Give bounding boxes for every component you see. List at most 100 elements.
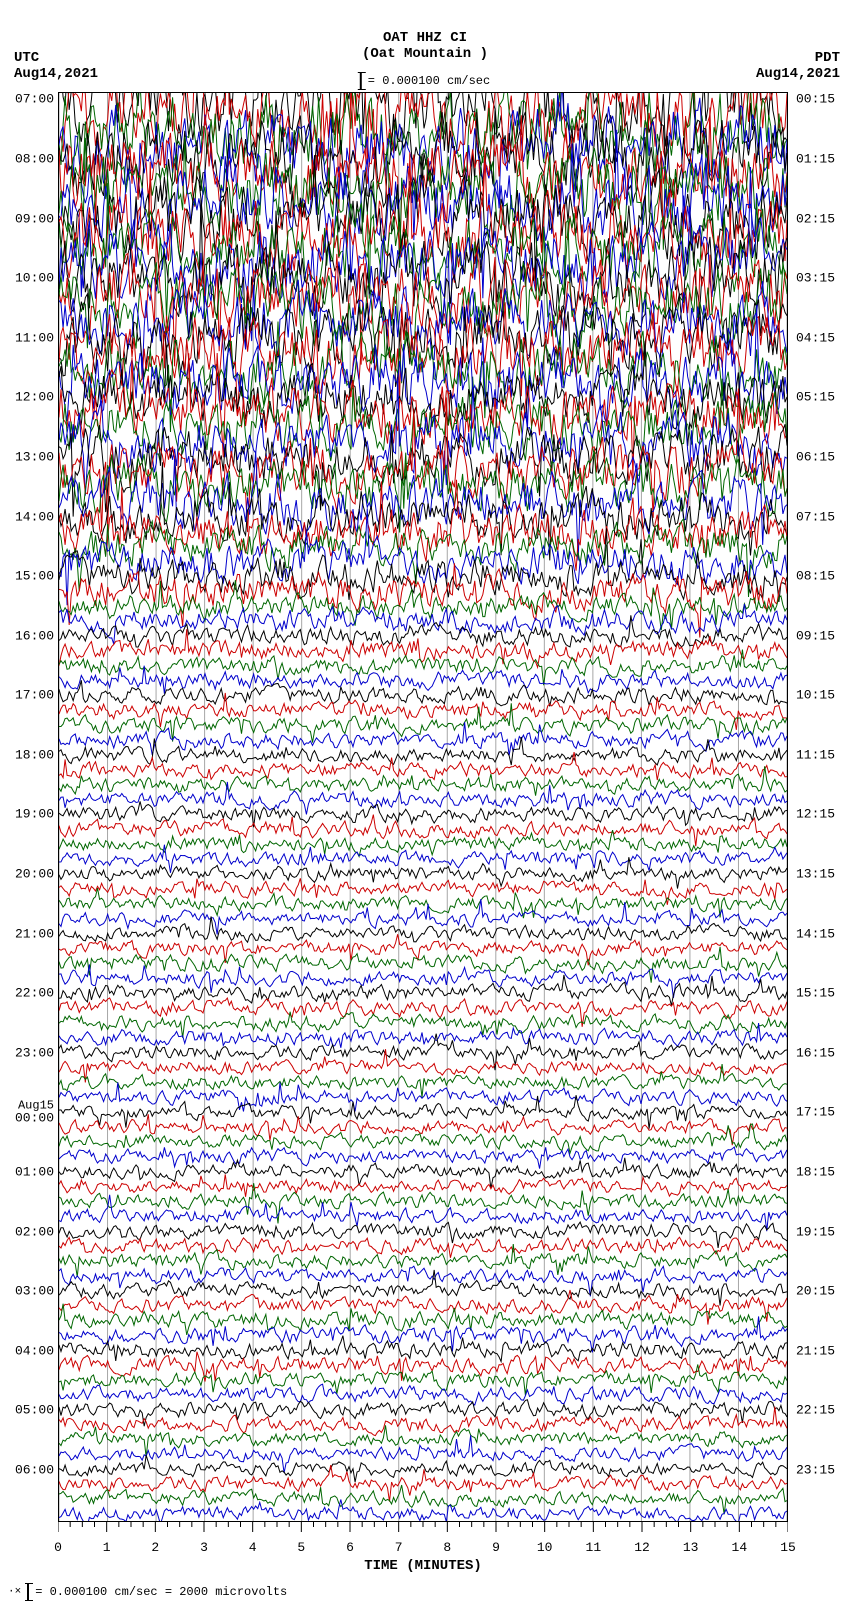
ytick-left: Aug1500:00 [0,1100,56,1125]
seismic-trace [59,782,787,814]
ytick-right: 23:15 [794,1463,850,1476]
seismic-trace [59,379,787,509]
xtick: 4 [249,1540,257,1555]
ytick-right: 02:15 [794,212,850,225]
xtick: 5 [297,1540,305,1555]
ytick-right: 18:15 [794,1165,850,1178]
ytick-right: 10:15 [794,689,850,702]
seismic-trace [59,1336,787,1362]
seismic-trace [59,801,787,827]
ytick-left: 02:00 [0,1225,56,1238]
seismic-trace [59,1158,787,1189]
ytick-right: 21:15 [794,1344,850,1357]
ytick-left: 12:00 [0,391,56,404]
ytick-right: 01:15 [794,153,850,166]
ytick-left: 21:00 [0,927,56,940]
xtick: 15 [780,1540,796,1555]
seismic-trace [59,737,787,765]
ytick-right: 14:15 [794,927,850,940]
ytick-left: 03:00 [0,1285,56,1298]
ytick-left: 01:00 [0,1165,56,1178]
ytick-left: 10:00 [0,272,56,285]
ytick-left: 08:00 [0,153,56,166]
ytick-right: 17:15 [794,1106,850,1119]
footer-scale-bar-icon [27,1583,29,1601]
ytick-right: 07:15 [794,510,850,523]
scale-bar-icon [360,72,362,90]
xtick: 12 [634,1540,650,1555]
ytick-left: 15:00 [0,570,56,583]
xtick: 6 [346,1540,354,1555]
seismic-trace [59,916,787,942]
right-tz: PDT [756,50,840,66]
ytick-right: 15:15 [794,987,850,1000]
seismic-trace [59,1425,787,1457]
ytick-left: 13:00 [0,450,56,463]
ytick-right: 00:15 [794,93,850,106]
ytick-left: 14:00 [0,510,56,523]
ytick-right: 16:15 [794,1046,850,1059]
ytick-left: 07:00 [0,93,56,106]
xtick: 10 [537,1540,553,1555]
ytick-right: 19:15 [794,1225,850,1238]
ytick-right: 20:15 [794,1285,850,1298]
seismic-trace [59,1400,787,1426]
station-name: (Oat Mountain ) [0,46,850,62]
seismic-trace [59,1407,787,1436]
seismic-trace [59,975,787,1006]
seismic-trace [59,1147,787,1169]
right-axis: 00:15 01:15 02:15 03:15 04:15 05:15 06:15 07:15… [794,92,850,1522]
ytick-left: 16:00 [0,629,56,642]
ytick-right: 13:15 [794,868,850,881]
footer-text: = 0.000100 cm/sec = 2000 microvolts [35,1585,287,1599]
seismic-trace [59,1237,787,1258]
seismic-trace [59,629,787,667]
seismic-trace [59,1364,787,1395]
ytick-left: 20:00 [0,868,56,881]
ytick-right: 03:15 [794,272,850,285]
x-axis: TIME (MINUTES) 0123456789101112131415 [58,1522,788,1582]
ytick-left: 04:00 [0,1344,56,1357]
helicorder-plot [58,92,788,1522]
seismic-trace [59,1270,787,1306]
ytick-left: 05:00 [0,1404,56,1417]
left-tz: UTC [14,50,98,66]
left-axis: 07:00 08:00 09:00 10:00 11:00 12:00 13:00 14:00… [0,92,56,1522]
ytick-right: 11:15 [794,748,850,761]
xtick: 14 [732,1540,748,1555]
ytick-right: 22:15 [794,1404,850,1417]
seismic-trace [59,878,787,904]
seismic-trace [59,830,787,856]
xtick: 13 [683,1540,699,1555]
seismic-trace [59,1023,787,1048]
footer-scale: ·× = 0.000100 cm/sec = 2000 microvolts [8,1583,287,1601]
seismic-trace [59,1012,787,1038]
ytick-left: 06:00 [0,1463,56,1476]
ytick-right: 04:15 [794,331,850,344]
ytick-right: 06:15 [794,450,850,463]
ytick-right: 05:15 [794,391,850,404]
ytick-left: 18:00 [0,748,56,761]
right-corner-label: PDT Aug14,2021 [756,50,840,82]
xtick: 0 [54,1540,62,1555]
x-axis-label: TIME (MINUTES) [364,1558,482,1574]
xtick: 11 [586,1540,602,1555]
seismic-trace [59,1095,787,1128]
ytick-right: 08:15 [794,570,850,583]
right-date: Aug14,2021 [756,66,840,82]
xtick: 1 [103,1540,111,1555]
xtick: 9 [492,1540,500,1555]
ytick-left: 17:00 [0,689,56,702]
left-date: Aug14,2021 [14,66,98,82]
ytick-right: 09:15 [794,629,850,642]
left-corner-label: UTC Aug14,2021 [14,50,98,82]
xtick: 7 [395,1540,403,1555]
seismic-trace [59,1384,787,1405]
scale-indicator: = 0.000100 cm/sec [360,72,490,90]
ytick-left: 11:00 [0,331,56,344]
ytick-left: 19:00 [0,808,56,821]
ytick-right: 12:15 [794,808,850,821]
station-title: OAT HHZ CI [0,30,850,46]
ytick-left: 09:00 [0,212,56,225]
scale-text: = 0.000100 cm/sec [368,74,490,88]
